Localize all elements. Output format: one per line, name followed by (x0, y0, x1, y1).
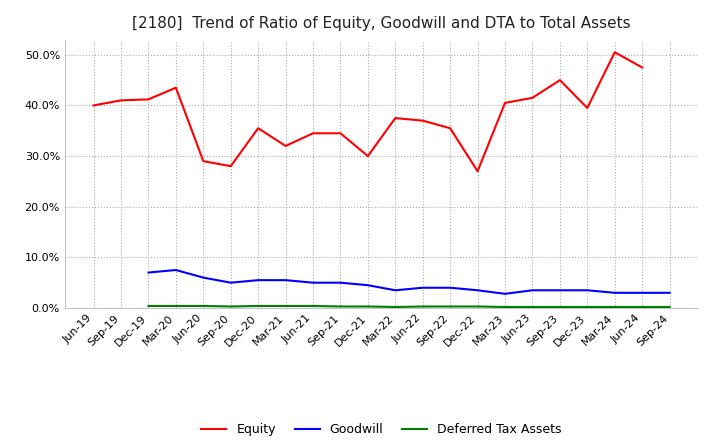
Equity (254, 125, 263, 131)
Equity (446, 125, 454, 131)
Deferred Tax Assets (144, 303, 153, 308)
Line: Deferred Tax Assets: Deferred Tax Assets (148, 306, 670, 307)
Deferred Tax Assets (364, 304, 372, 309)
Equity (391, 115, 400, 121)
Goodwill (282, 278, 290, 283)
Deferred Tax Assets (638, 304, 647, 310)
Deferred Tax Assets (199, 303, 207, 308)
Equity (418, 118, 427, 123)
Equity (309, 131, 318, 136)
Equity (171, 85, 180, 90)
Deferred Tax Assets (500, 304, 509, 310)
Legend: Equity, Goodwill, Deferred Tax Assets: Equity, Goodwill, Deferred Tax Assets (197, 418, 567, 440)
Deferred Tax Assets (473, 304, 482, 309)
Goodwill (171, 268, 180, 273)
Goodwill (364, 282, 372, 288)
Line: Equity: Equity (94, 52, 642, 171)
Goodwill (391, 288, 400, 293)
Deferred Tax Assets (171, 303, 180, 308)
Goodwill (336, 280, 345, 285)
Equity (500, 100, 509, 106)
Deferred Tax Assets (611, 304, 619, 310)
Deferred Tax Assets (556, 304, 564, 310)
Goodwill (665, 290, 674, 295)
Deferred Tax Assets (391, 304, 400, 310)
Deferred Tax Assets (665, 304, 674, 310)
Equity (364, 154, 372, 159)
Deferred Tax Assets (418, 304, 427, 309)
Deferred Tax Assets (336, 304, 345, 309)
Equity (117, 98, 125, 103)
Equity (336, 131, 345, 136)
Deferred Tax Assets (282, 303, 290, 308)
Equity (226, 164, 235, 169)
Goodwill (473, 288, 482, 293)
Goodwill (226, 280, 235, 285)
Deferred Tax Assets (226, 304, 235, 309)
Equity (473, 169, 482, 174)
Goodwill (500, 291, 509, 297)
Equity (638, 65, 647, 70)
Goodwill (611, 290, 619, 295)
Line: Goodwill: Goodwill (148, 270, 670, 294)
Goodwill (309, 280, 318, 285)
Equity (583, 105, 592, 110)
Title: [2180]  Trend of Ratio of Equity, Goodwill and DTA to Total Assets: [2180] Trend of Ratio of Equity, Goodwil… (132, 16, 631, 32)
Equity (528, 95, 537, 100)
Deferred Tax Assets (309, 303, 318, 308)
Goodwill (528, 288, 537, 293)
Equity (144, 97, 153, 102)
Equity (611, 50, 619, 55)
Goodwill (583, 288, 592, 293)
Goodwill (556, 288, 564, 293)
Deferred Tax Assets (528, 304, 537, 310)
Equity (282, 143, 290, 149)
Goodwill (254, 278, 263, 283)
Equity (89, 103, 98, 108)
Deferred Tax Assets (254, 303, 263, 308)
Goodwill (199, 275, 207, 280)
Goodwill (446, 285, 454, 290)
Deferred Tax Assets (583, 304, 592, 310)
Equity (556, 77, 564, 83)
Goodwill (638, 290, 647, 295)
Goodwill (144, 270, 153, 275)
Goodwill (418, 285, 427, 290)
Deferred Tax Assets (446, 304, 454, 309)
Equity (199, 158, 207, 164)
